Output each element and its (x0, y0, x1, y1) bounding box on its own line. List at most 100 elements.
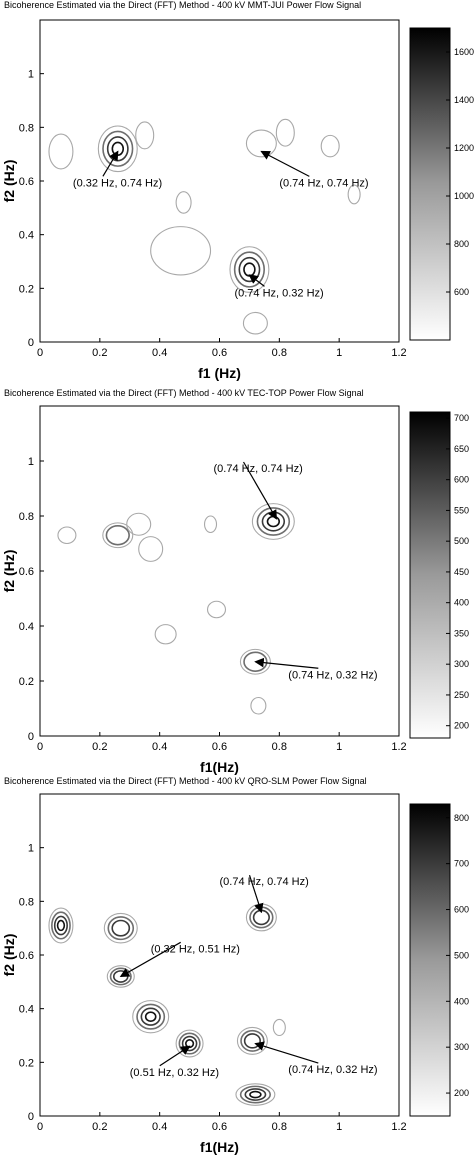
x-tick-label: 1 (336, 347, 342, 359)
annotation-arrow (102, 150, 119, 177)
annotation-label: (0.74 Hz, 0.74 Hz) (279, 177, 368, 189)
contour-ring (102, 130, 134, 167)
contour-ring (251, 503, 295, 540)
y-axis-label: f2 (Hz) (1, 550, 17, 593)
contour-ring (57, 526, 77, 545)
x-axis-label: f1(Hz) (200, 1139, 239, 1155)
y-tick-label: 0.2 (19, 1057, 34, 1069)
contour-ring (106, 136, 129, 162)
contour-ring (250, 696, 267, 715)
contour-ring (236, 1026, 268, 1055)
colorbar-tick-label: 500 (454, 536, 469, 546)
x-tick-label: 0.4 (152, 741, 167, 753)
contour-ring (48, 907, 74, 944)
contour-ring (243, 262, 256, 277)
y-tick-label: 0.2 (19, 283, 34, 295)
x-tick-label: 1.2 (391, 741, 406, 753)
contour-ring (243, 1033, 261, 1049)
contour-ring (261, 511, 286, 532)
colorbar-tick-label: 1000 (454, 191, 474, 201)
contour-ring (175, 191, 192, 214)
x-axis-label: f1(Hz) (200, 759, 239, 775)
annotation-label: (0.74 Hz, 0.74 Hz) (220, 876, 309, 888)
contour-plot: 0 0.2 0.4 0.6 0.8 1 1.2 0 0.2 0.4 0.6 0.8 1 f1 (Hz) f2… (1, 19, 474, 381)
x-tick-label: 0.2 (92, 1121, 107, 1133)
annotation-arrow (260, 150, 310, 177)
x-tick-label: 1.2 (391, 347, 406, 359)
y-tick-label: 0.2 (19, 676, 34, 688)
chart-panel-3: Bicoherence Estimated via the Direct (FF… (0, 776, 474, 1162)
y-tick-label: 0.4 (19, 621, 34, 633)
contour-ring (238, 256, 261, 283)
contour-ring (112, 970, 129, 983)
x-tick-label: 0.4 (152, 347, 167, 359)
x-tick-label: 0.2 (92, 741, 107, 753)
y-tick-label: 0.4 (19, 230, 34, 242)
colorbar-tick-label: 700 (454, 859, 469, 869)
contour-ring (175, 1029, 204, 1058)
contour-ring (126, 512, 152, 536)
colorbar-tick-label: 1200 (454, 143, 474, 153)
colorbar-tick-label: 200 (454, 721, 469, 731)
contour-ring (242, 311, 268, 335)
contour-ring (229, 246, 270, 293)
contour-ring (111, 141, 125, 156)
y-tick-label: 0.6 (19, 950, 34, 962)
contour-ring (97, 125, 138, 173)
colorbar-tick-label: 300 (454, 659, 469, 669)
contour-ring (243, 651, 268, 672)
contour-ring (107, 916, 135, 941)
colorbar-tick-label: 500 (454, 950, 469, 960)
contour-ring (320, 134, 340, 158)
annotation-arrow (254, 1041, 319, 1064)
contour-ring (181, 1035, 198, 1052)
colorbar-tick-label: 700 (454, 413, 469, 423)
plot-frame (39, 405, 400, 737)
colorbar-tick-label: 1600 (454, 47, 474, 57)
y-axis-label: f2 (Hz) (1, 160, 17, 203)
x-tick-label: 0.6 (212, 1121, 227, 1133)
annotation-arrow (159, 1045, 191, 1067)
annotation-label: (0.32 Hz, 0.51 Hz) (151, 943, 240, 955)
y-tick-label: 1 (28, 69, 34, 81)
contour-ring (235, 1083, 276, 1106)
contour-ring (102, 522, 134, 549)
colorbar-tick-label: 450 (454, 567, 469, 577)
contour-ring (203, 515, 218, 534)
colorbar-tick-label: 400 (454, 996, 469, 1006)
contour-ring (245, 903, 277, 932)
chart-title: Bicoherence Estimated via the Direct (FF… (4, 0, 362, 10)
colorbar-tick-label: 600 (454, 475, 469, 485)
colorbar-tick-label: 650 (454, 444, 469, 454)
y-tick-label: 0.6 (19, 176, 34, 188)
colorbar-tick-label: 200 (454, 1088, 469, 1098)
contour-ring (154, 624, 177, 645)
colorbar-tick-label: 550 (454, 505, 469, 515)
contour-ring (105, 525, 130, 546)
contour-ring (140, 1007, 161, 1026)
y-axis-label: f2 (Hz) (1, 934, 17, 977)
contour-ring (256, 507, 291, 536)
colorbar-tick-label: 600 (454, 905, 469, 915)
colorbar-tick-label: 800 (454, 813, 469, 823)
contour-ring (48, 133, 74, 170)
colorbar-tick-label: 350 (454, 628, 469, 638)
y-tick-label: 1 (28, 843, 34, 855)
x-tick-label: 0.8 (272, 1121, 287, 1133)
x-tick-label: 0 (37, 1121, 43, 1133)
annotation-label: (0.32 Hz, 0.74 Hz) (73, 177, 162, 189)
x-tick-label: 1 (336, 1121, 342, 1133)
contour-plot: 0 0.2 0.4 0.6 0.8 1 1.2 0 0.2 0.4 0.6 0.8 1 f1(Hz) f2 … (1, 793, 469, 1155)
contour-ring (138, 536, 164, 562)
contour-ring (347, 184, 361, 205)
chart-panel-1: Bicoherence Estimated via the Direct (FF… (0, 0, 474, 386)
contour-ring (135, 121, 155, 150)
contour-ring (239, 1085, 271, 1104)
x-tick-label: 0 (37, 741, 43, 753)
contour-ring (53, 915, 68, 936)
annotation-arrow (248, 274, 265, 287)
colorbar-tick-label: 600 (454, 287, 469, 297)
annotation-arrow (242, 461, 277, 520)
chart-title: Bicoherence Estimated via the Direct (FF… (4, 776, 367, 786)
annotation-arrow (248, 875, 264, 914)
